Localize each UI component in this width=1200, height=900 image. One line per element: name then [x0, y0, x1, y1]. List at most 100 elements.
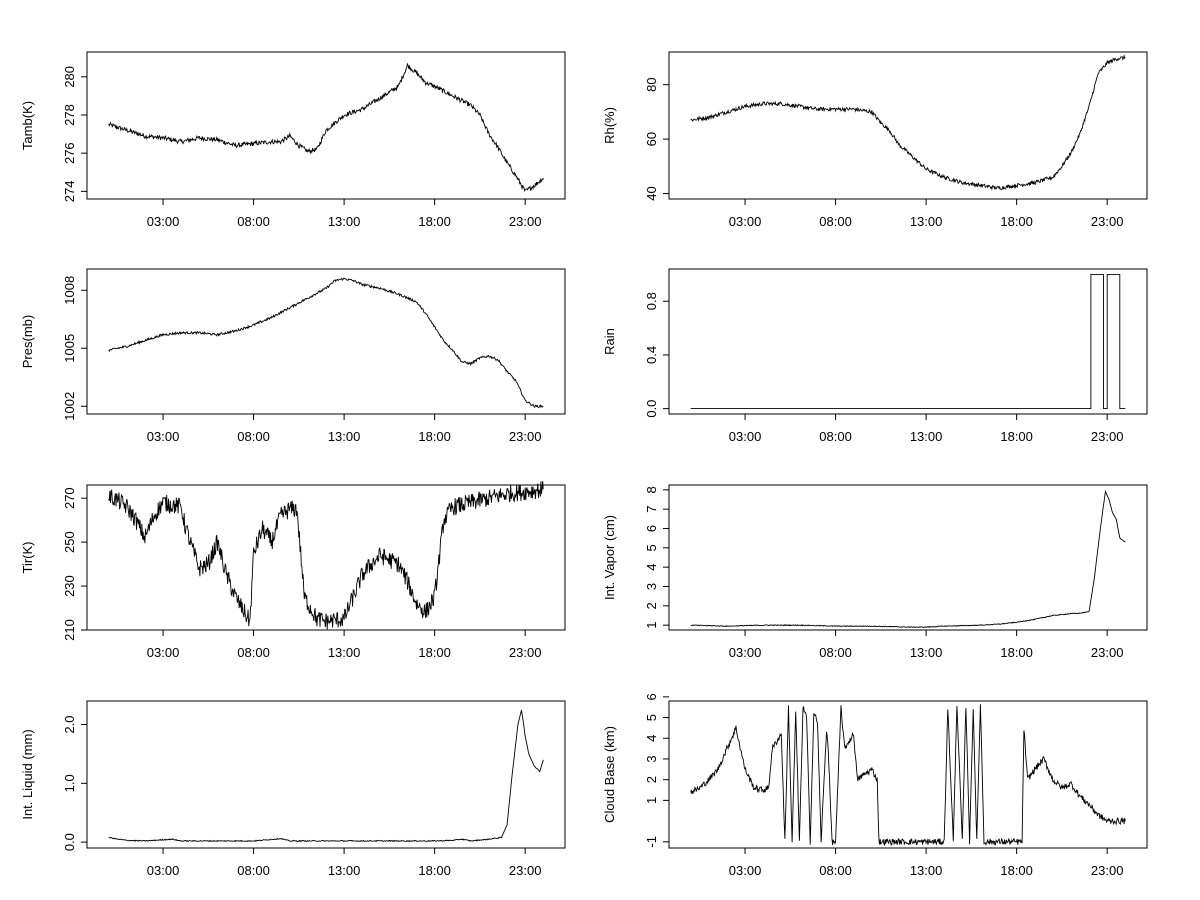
y-tick-label: 250 — [62, 531, 77, 553]
y-tick-label: 0.8 — [644, 292, 659, 310]
y-axis-title: Cloud Base (km) — [602, 726, 617, 823]
x-tick-label: 03:00 — [147, 645, 180, 660]
y-axis-title: Rh(%) — [602, 107, 617, 144]
y-tick-label: 6 — [644, 525, 659, 532]
x-tick-label: 13:00 — [328, 214, 361, 229]
y-tick-label: 2.0 — [62, 715, 77, 733]
y-axis-title: Int. Liquid (mm) — [20, 729, 35, 819]
x-tick-label: 18:00 — [418, 863, 451, 878]
y-tick-label: 7 — [644, 506, 659, 513]
y-tick-label: 1008 — [62, 276, 77, 305]
y-tick-label: 6 — [644, 693, 659, 700]
x-tick-label: 08:00 — [819, 863, 852, 878]
chart-panel-liquid: 03:00 08:00 13:00 18:00 23:00 0.0 1.0 2.0 Int. L… — [20, 700, 566, 878]
y-tick-label: 2 — [644, 602, 659, 609]
series-line-rh — [690, 54, 1126, 191]
y-tick-label: 5 — [644, 544, 659, 551]
y-tick-label: 0.4 — [644, 346, 659, 364]
x-tick-label: 23:00 — [1091, 645, 1124, 660]
x-tick-label: 03:00 — [147, 429, 180, 444]
y-tick-label: 8 — [644, 486, 659, 493]
x-tick-label: 08:00 — [819, 429, 852, 444]
x-tick-label: 03:00 — [147, 863, 180, 878]
x-tick-label: 18:00 — [1000, 214, 1033, 229]
x-tick-label: 03:00 — [147, 214, 180, 229]
y-tick-label: 5 — [644, 714, 659, 721]
x-tick-label: 13:00 — [910, 214, 943, 229]
plot-frame — [86, 268, 566, 415]
x-tick-label: 03:00 — [729, 214, 762, 229]
x-tick-label: 08:00 — [237, 645, 270, 660]
x-tick-label: 03:00 — [729, 429, 762, 444]
y-tick-label: 230 — [62, 575, 77, 597]
y-tick-label: 4 — [644, 564, 659, 571]
series-line-liquid — [108, 709, 544, 843]
plot-frame — [86, 700, 566, 849]
series-line-vapor — [690, 489, 1126, 629]
y-tick-label: 3 — [644, 583, 659, 590]
chart-panel-tir: 03:00 08:00 13:00 18:00 23:00 210 230 250 270 Tir… — [20, 481, 566, 660]
chart-panel-pres: 03:00 08:00 13:00 18:00 23:00 1002 1005 1008 Pre… — [20, 268, 566, 444]
plot-frame — [86, 51, 566, 200]
y-tick-label: 270 — [62, 487, 77, 509]
y-axis-title: Int. Vapor (cm) — [602, 515, 617, 600]
chart-panel-vapor: 03:00 08:00 13:00 18:00 23:00 1 2 3 4 5 6 7 8 Int. Va… — [602, 484, 1148, 660]
y-tick-label: 1.0 — [62, 774, 77, 792]
x-tick-label: 08:00 — [819, 214, 852, 229]
y-tick-label: 274 — [62, 181, 77, 203]
x-tick-label: 08:00 — [819, 645, 852, 660]
chart-panel-rh: 03:00 08:00 13:00 18:00 23:00 40 60 80 Rh(%) — [602, 51, 1148, 229]
chart-panel-cloudbase: 03:00 08:00 13:00 18:00 23:00 -1 1 2 3 4 5 6 Cloud B… — [602, 693, 1148, 878]
y-tick-label: 2 — [644, 776, 659, 783]
y-axis-title: Tir(K) — [20, 541, 35, 573]
x-tick-label: 23:00 — [509, 645, 542, 660]
y-tick-label: 280 — [62, 66, 77, 88]
x-tick-label: 18:00 — [1000, 429, 1033, 444]
x-tick-label: 08:00 — [237, 214, 270, 229]
plot-frame — [668, 700, 1148, 849]
y-tick-label: 3 — [644, 755, 659, 762]
y-tick-label: 210 — [62, 619, 77, 641]
series-line-rain — [690, 273, 1126, 410]
y-tick-label: 1 — [644, 797, 659, 804]
x-tick-label: 13:00 — [328, 863, 361, 878]
y-tick-label: 1002 — [62, 392, 77, 421]
y-tick-label: -1 — [644, 836, 659, 848]
y-axis-title: Tamb(K) — [20, 101, 35, 150]
x-tick-label: 23:00 — [1091, 429, 1124, 444]
x-tick-label: 18:00 — [1000, 863, 1033, 878]
y-tick-label: 1005 — [62, 334, 77, 363]
y-tick-label: 80 — [644, 77, 659, 91]
y-tick-label: 278 — [62, 104, 77, 126]
y-tick-label: 0.0 — [644, 400, 659, 418]
chart-panel-tamb: 03:00 08:00 13:00 18:00 23:00 274 276 278 280 Tam… — [20, 51, 566, 229]
x-tick-label: 18:00 — [1000, 645, 1033, 660]
y-tick-label: 0.0 — [62, 833, 77, 851]
y-tick-label: 40 — [644, 186, 659, 200]
chart-panel-rain: 03:00 08:00 13:00 18:00 23:00 0.0 0.4 0.8 Rain — [602, 268, 1148, 444]
series-line-cloudbase — [690, 704, 1126, 847]
plot-frame — [668, 51, 1148, 200]
y-tick-label: 1 — [644, 622, 659, 629]
x-tick-label: 13:00 — [910, 429, 943, 444]
x-tick-label: 18:00 — [418, 214, 451, 229]
y-tick-label: 60 — [644, 132, 659, 146]
x-tick-label: 13:00 — [328, 429, 361, 444]
x-tick-label: 18:00 — [418, 429, 451, 444]
series-line-tamb — [108, 62, 544, 193]
x-tick-label: 13:00 — [910, 645, 943, 660]
y-tick-label: 276 — [62, 142, 77, 164]
y-axis-title: Pres(mb) — [20, 315, 35, 368]
x-tick-label: 08:00 — [237, 863, 270, 878]
x-tick-label: 08:00 — [237, 429, 270, 444]
x-tick-label: 03:00 — [729, 863, 762, 878]
x-tick-label: 13:00 — [910, 863, 943, 878]
x-tick-label: 23:00 — [509, 214, 542, 229]
x-tick-label: 13:00 — [328, 645, 361, 660]
plot-frame — [668, 268, 1148, 415]
x-tick-label: 03:00 — [729, 645, 762, 660]
x-tick-label: 23:00 — [509, 863, 542, 878]
y-tick-label: 4 — [644, 735, 659, 742]
x-tick-label: 23:00 — [509, 429, 542, 444]
